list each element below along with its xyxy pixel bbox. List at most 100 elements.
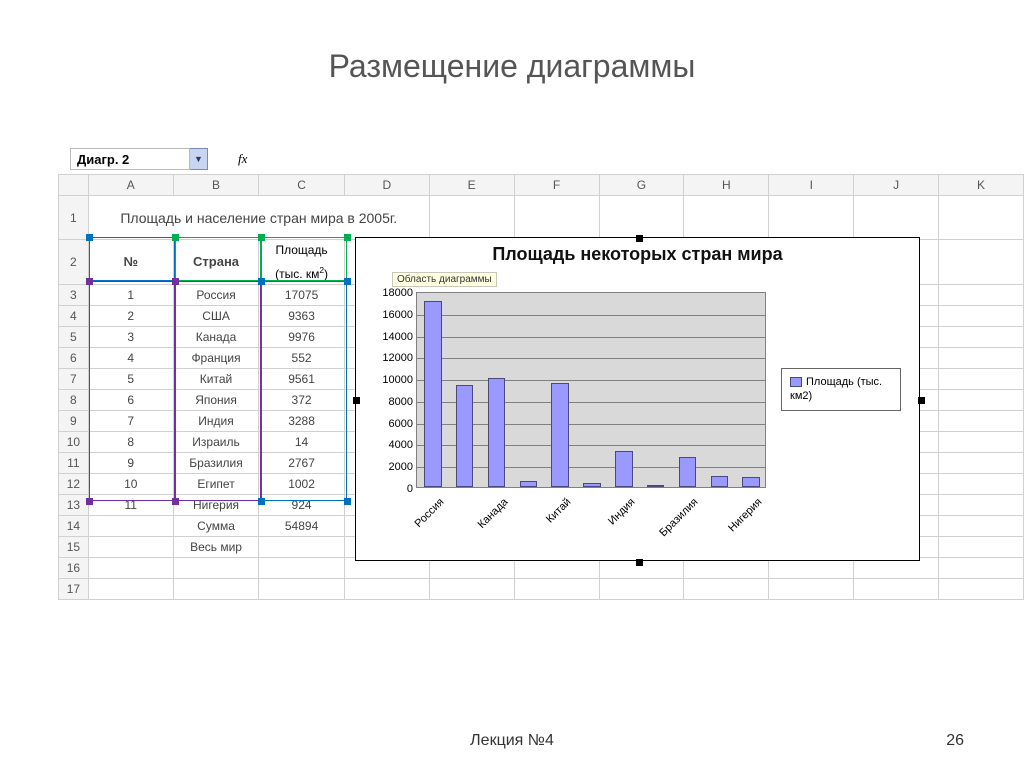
row-header-13[interactable]: 13 xyxy=(59,495,89,516)
chart-resize-handle[interactable] xyxy=(636,559,643,566)
cell-B16[interactable] xyxy=(173,558,259,579)
cell-C12[interactable]: 1002 xyxy=(259,474,345,495)
cell-B17[interactable] xyxy=(173,579,259,600)
cell-A3[interactable]: 1 xyxy=(88,285,173,306)
col-header-C[interactable]: C xyxy=(259,175,345,196)
cell-K2[interactable] xyxy=(939,240,1024,285)
row-header-12[interactable]: 12 xyxy=(59,474,89,495)
cell-A6[interactable]: 4 xyxy=(88,348,173,369)
cell-A2[interactable]: № xyxy=(88,240,173,285)
col-header-K[interactable]: K xyxy=(939,175,1024,196)
cell-A15[interactable] xyxy=(88,537,173,558)
row-header-4[interactable]: 4 xyxy=(59,306,89,327)
cell-C14[interactable]: 54894 xyxy=(259,516,345,537)
chart-resize-handle[interactable] xyxy=(353,397,360,404)
cell-C7[interactable]: 9561 xyxy=(259,369,345,390)
row-header-10[interactable]: 10 xyxy=(59,432,89,453)
cell-B11[interactable]: Бразилия xyxy=(173,453,259,474)
cell-E17[interactable] xyxy=(429,579,514,600)
cell-I1[interactable] xyxy=(769,196,854,240)
cell-K15[interactable] xyxy=(939,537,1024,558)
name-box-dropdown[interactable]: ▼ xyxy=(190,148,208,170)
cell-A14[interactable] xyxy=(88,516,173,537)
row-header-9[interactable]: 9 xyxy=(59,411,89,432)
col-header-F[interactable]: F xyxy=(514,175,599,196)
cell-K5[interactable] xyxy=(939,327,1024,348)
cell-B10[interactable]: Израиль xyxy=(173,432,259,453)
cell-A8[interactable]: 6 xyxy=(88,390,173,411)
col-header-I[interactable]: I xyxy=(769,175,854,196)
cell-B6[interactable]: Франция xyxy=(173,348,259,369)
cell-A5[interactable]: 3 xyxy=(88,327,173,348)
cell-A4[interactable]: 2 xyxy=(88,306,173,327)
row-header-7[interactable]: 7 xyxy=(59,369,89,390)
cell-G17[interactable] xyxy=(599,579,684,600)
name-box[interactable]: Диагр. 2 xyxy=(70,148,190,170)
cell-C4[interactable]: 9363 xyxy=(259,306,345,327)
cell-B4[interactable]: США xyxy=(173,306,259,327)
cell-K14[interactable] xyxy=(939,516,1024,537)
row-header-16[interactable]: 16 xyxy=(59,558,89,579)
row-header-6[interactable]: 6 xyxy=(59,348,89,369)
row-header-14[interactable]: 14 xyxy=(59,516,89,537)
col-header-H[interactable]: H xyxy=(684,175,769,196)
cell-B8[interactable]: Япония xyxy=(173,390,259,411)
cell-B13[interactable]: Нигерия xyxy=(173,495,259,516)
cell-F1[interactable] xyxy=(514,196,599,240)
col-header-D[interactable]: D xyxy=(344,175,429,196)
cell-I17[interactable] xyxy=(769,579,854,600)
cell-A1[interactable]: Площадь и население стран мира в 2005г. xyxy=(88,196,429,240)
cell-K17[interactable] xyxy=(939,579,1024,600)
cell-K9[interactable] xyxy=(939,411,1024,432)
cell-A7[interactable]: 5 xyxy=(88,369,173,390)
cell-C15[interactable] xyxy=(259,537,345,558)
cell-K12[interactable] xyxy=(939,474,1024,495)
cell-C5[interactable]: 9976 xyxy=(259,327,345,348)
cell-K6[interactable] xyxy=(939,348,1024,369)
col-header-G[interactable]: G xyxy=(599,175,684,196)
cell-A13[interactable]: 11 xyxy=(88,495,173,516)
cell-K13[interactable] xyxy=(939,495,1024,516)
cell-C3[interactable]: 17075 xyxy=(259,285,345,306)
cell-A11[interactable]: 9 xyxy=(88,453,173,474)
cell-E1[interactable] xyxy=(429,196,514,240)
cell-A12[interactable]: 10 xyxy=(88,474,173,495)
cell-A16[interactable] xyxy=(88,558,173,579)
cell-B3[interactable]: Россия xyxy=(173,285,259,306)
cell-K1[interactable] xyxy=(939,196,1024,240)
cell-K16[interactable] xyxy=(939,558,1024,579)
row-header-1[interactable]: 1 xyxy=(59,196,89,240)
row-header-2[interactable]: 2 xyxy=(59,240,89,285)
row-header-17[interactable]: 17 xyxy=(59,579,89,600)
cell-B14[interactable]: Сумма xyxy=(173,516,259,537)
cell-K4[interactable] xyxy=(939,306,1024,327)
cell-C6[interactable]: 552 xyxy=(259,348,345,369)
cell-A17[interactable] xyxy=(88,579,173,600)
cell-B9[interactable]: Индия xyxy=(173,411,259,432)
row-header-8[interactable]: 8 xyxy=(59,390,89,411)
cell-H1[interactable] xyxy=(684,196,769,240)
cell-K7[interactable] xyxy=(939,369,1024,390)
cell-G1[interactable] xyxy=(599,196,684,240)
cell-C11[interactable]: 2767 xyxy=(259,453,345,474)
fx-label[interactable]: fx xyxy=(238,151,247,167)
cell-A9[interactable]: 7 xyxy=(88,411,173,432)
chart-resize-handle[interactable] xyxy=(918,397,925,404)
cell-H17[interactable] xyxy=(684,579,769,600)
row-header-5[interactable]: 5 xyxy=(59,327,89,348)
cell-J17[interactable] xyxy=(854,579,939,600)
cell-C17[interactable] xyxy=(259,579,345,600)
cell-C13[interactable]: 924 xyxy=(259,495,345,516)
cell-K8[interactable] xyxy=(939,390,1024,411)
cell-C9[interactable]: 3288 xyxy=(259,411,345,432)
cell-B15[interactable]: Весь мир xyxy=(173,537,259,558)
col-header-J[interactable]: J xyxy=(854,175,939,196)
cell-C2[interactable]: Площадь(тыс. км2) xyxy=(259,240,345,285)
cell-C16[interactable] xyxy=(259,558,345,579)
cell-K11[interactable] xyxy=(939,453,1024,474)
cell-B12[interactable]: Египет xyxy=(173,474,259,495)
col-header-E[interactable]: E xyxy=(429,175,514,196)
cell-B2[interactable]: Страна xyxy=(173,240,259,285)
cell-B7[interactable]: Китай xyxy=(173,369,259,390)
col-header-B[interactable]: B xyxy=(173,175,259,196)
